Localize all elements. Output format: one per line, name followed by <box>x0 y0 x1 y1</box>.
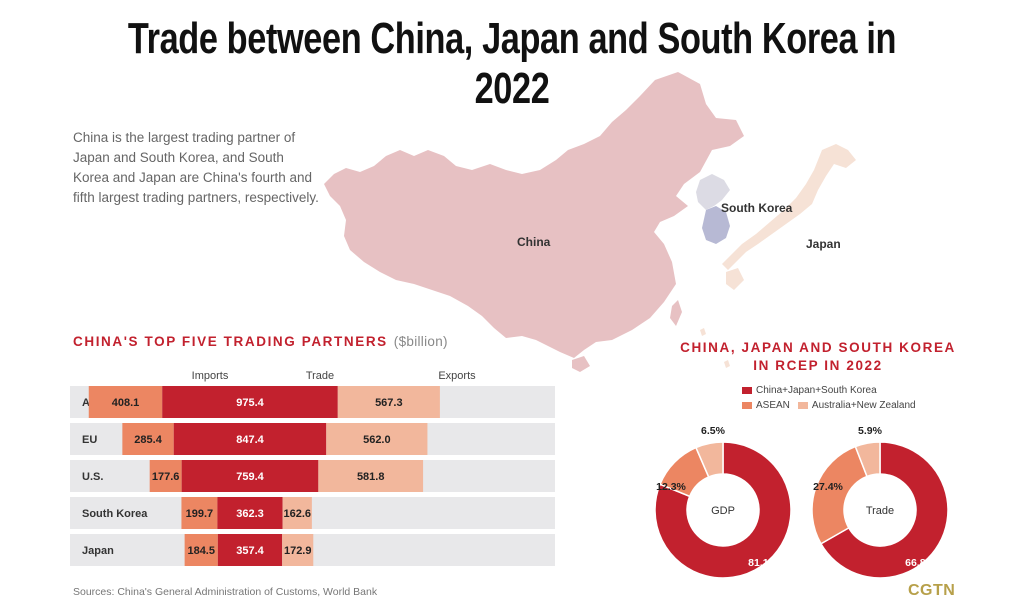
imports-value-south-korea: 199.7 <box>186 508 214 520</box>
cgtn-logo: CGTN <box>908 582 956 599</box>
partners-chart: ImportsTradeExportsASEAN408.1975.4567.3E… <box>70 370 555 566</box>
row-label-japan: Japan <box>82 545 114 557</box>
map-label-china: China <box>517 235 551 249</box>
legend-label-anz: Australia+New Zealand <box>811 400 916 411</box>
rcep-donut-charts: GDP 81.1% 12.3% 6.5% Trade 66.8% 27.4% 5.9% <box>654 425 949 579</box>
donut-gdp-slice-2 <box>694 441 724 478</box>
hainan-shape <box>572 356 590 372</box>
column-header-trade: Trade <box>306 370 334 382</box>
legend-item-anz: Australia+New Zealand <box>797 400 916 411</box>
donut-gdp-label-2: 6.5% <box>701 425 726 437</box>
imports-bar-asean <box>88 386 163 418</box>
row-label-south-korea: South Korea <box>82 508 148 520</box>
intro-text: China is the largest trading partner of … <box>73 130 319 205</box>
imports-value-japan: 184.5 <box>187 545 215 557</box>
column-header-imports: Imports <box>192 370 229 382</box>
north-korea-shape <box>696 174 730 210</box>
trade-bar-south-korea <box>217 497 283 529</box>
exports-value-south-korea: 162.6 <box>283 508 311 520</box>
imports-bar-south-korea <box>181 497 218 529</box>
trade-value-japan: 357.4 <box>236 545 264 557</box>
page-title: Trade between China, Japan and South Kor… <box>127 14 897 113</box>
imports-value-eu: 285.4 <box>134 434 162 446</box>
map-label-south-korea: South Korea <box>721 201 793 215</box>
partners-chart-unit: ($billion) <box>393 334 448 349</box>
donut-trade-center-label: Trade <box>866 505 894 517</box>
exports-bar-eu <box>326 423 428 455</box>
map-label-japan: Japan <box>806 237 841 251</box>
legend-item-asean: ASEAN <box>742 400 790 411</box>
column-header-exports: Exports <box>438 370 476 382</box>
trade-bar-japan <box>217 534 283 566</box>
imports-bar-u-s <box>149 460 182 492</box>
trade-value-asean: 975.4 <box>236 397 264 409</box>
exports-value-eu: 562.0 <box>363 434 391 446</box>
legend-swatch-cjk <box>742 387 752 394</box>
exports-bar-south-korea <box>282 497 312 529</box>
imports-bar-japan <box>184 534 218 566</box>
taiwan-shape <box>670 300 682 326</box>
imports-value-asean: 408.1 <box>112 397 140 409</box>
sources-note: Sources: China's General Administration … <box>73 586 378 598</box>
row-label-u-s: U.S. <box>82 471 103 483</box>
exports-bar-japan <box>282 534 314 566</box>
donut-trade-slice-0 <box>819 441 949 579</box>
trade-value-u-s: 759.4 <box>236 471 264 483</box>
island-chain <box>700 328 730 368</box>
exports-value-u-s: 581.8 <box>357 471 385 483</box>
donut-trade-label-1: 27.4% <box>813 481 843 493</box>
imports-bar-eu <box>122 423 174 455</box>
exports-value-japan: 172.9 <box>284 545 312 557</box>
donut-gdp-center-label: GDP <box>711 505 735 517</box>
donut-gdp-slice-0 <box>654 441 792 579</box>
japan-south-island <box>726 268 744 290</box>
row-label-eu: EU <box>82 434 97 446</box>
donut-trade-label-0: 66.8% <box>905 557 935 569</box>
legend-swatch-asean <box>742 402 752 409</box>
japan-shape <box>722 144 856 270</box>
legend-swatch-anz <box>797 402 808 409</box>
partners-chart-title: CHINA'S TOP FIVE TRADING PARTNERS ($billi… <box>73 334 448 349</box>
exports-value-asean: 567.3 <box>375 397 403 409</box>
donut-gdp-label-1: 12.3% <box>656 481 686 493</box>
trade-value-south-korea: 362.3 <box>236 508 264 520</box>
legend-label-cjk: China+Japan+South Korea <box>756 385 877 396</box>
donut-trade-slice-1 <box>811 445 868 545</box>
trade-bar-eu <box>173 423 327 455</box>
rcep-legend: China+Japan+South Korea ASEAN Australia+… <box>742 383 924 413</box>
exports-bar-asean <box>337 386 440 418</box>
partners-chart-title-text: CHINA'S TOP FIVE TRADING PARTNERS <box>73 334 388 349</box>
donut-gdp-label-0: 81.1% <box>748 557 778 569</box>
row-background-south-korea <box>70 497 555 529</box>
donut-trade-label-2: 5.9% <box>858 425 883 437</box>
exports-bar-u-s <box>318 460 424 492</box>
rcep-chart-title: CHINA, JAPAN AND SOUTH KOREA IN RCEP IN … <box>680 340 956 373</box>
legend-item-cjk: China+Japan+South Korea <box>742 385 877 396</box>
south-korea-shape <box>702 206 730 244</box>
trade-value-eu: 847.4 <box>236 434 264 446</box>
china-shape <box>324 72 744 358</box>
imports-value-u-s: 177.6 <box>152 471 180 483</box>
trade-bar-asean <box>162 386 338 418</box>
donut-trade-slice-2 <box>854 441 881 478</box>
legend-label-asean: ASEAN <box>756 400 790 411</box>
trade-bar-u-s <box>181 460 319 492</box>
